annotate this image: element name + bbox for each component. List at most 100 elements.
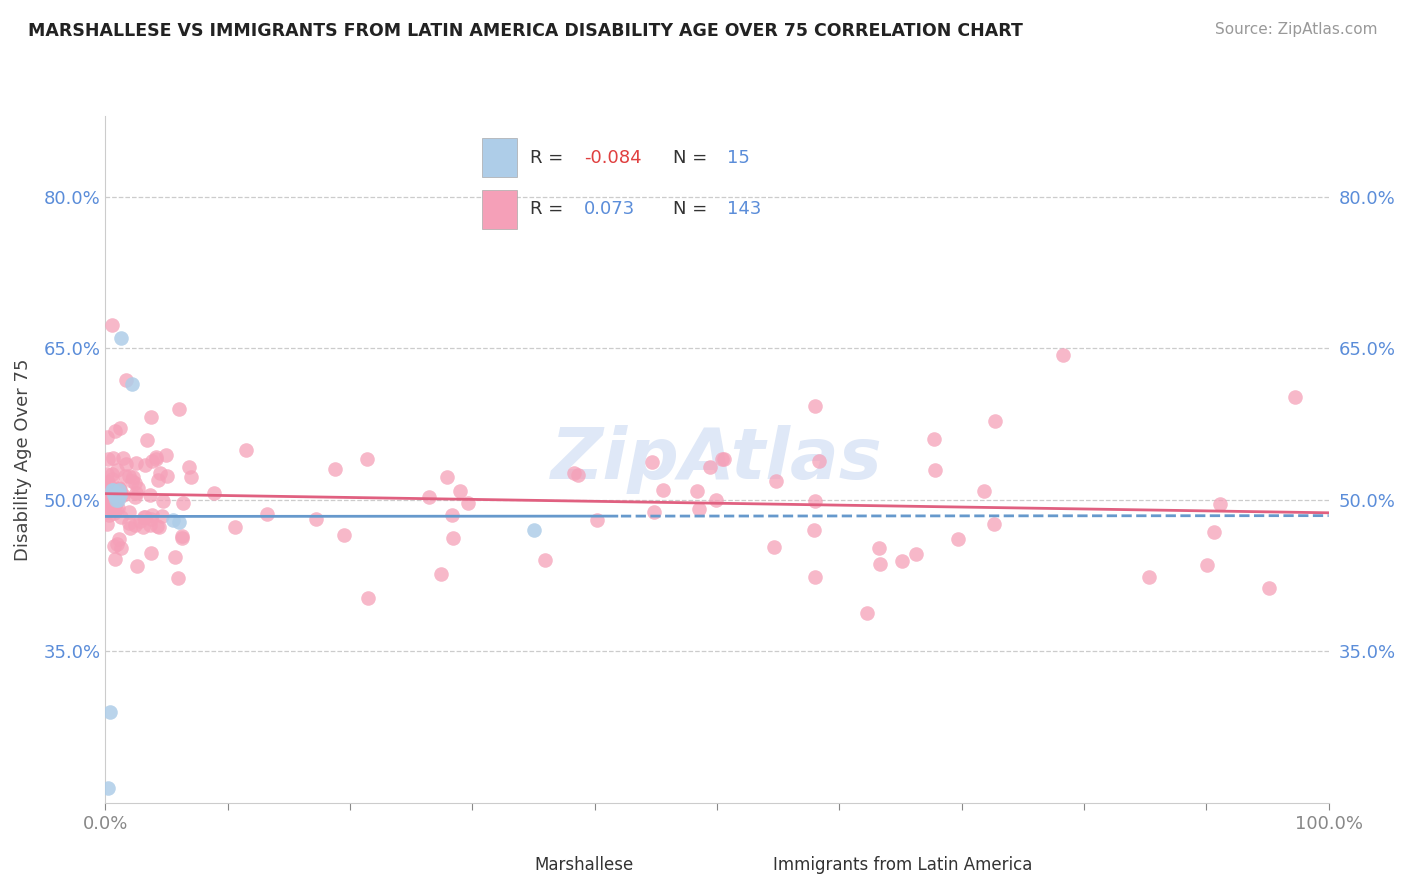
Point bbox=[114, 457, 136, 471]
Point bbox=[122, 469, 145, 483]
Point bbox=[108, 483, 131, 497]
Point bbox=[136, 434, 159, 448]
Text: R =: R = bbox=[530, 149, 568, 167]
Point bbox=[167, 402, 190, 417]
Point bbox=[145, 450, 167, 464]
Point bbox=[100, 483, 122, 497]
Point bbox=[1257, 581, 1279, 595]
Point bbox=[103, 506, 125, 520]
Point bbox=[304, 512, 326, 526]
Text: 0.073: 0.073 bbox=[583, 201, 636, 219]
Point bbox=[457, 496, 479, 510]
Point bbox=[641, 455, 664, 469]
Point bbox=[110, 509, 132, 524]
Point bbox=[357, 591, 380, 605]
Point bbox=[104, 488, 127, 502]
Point bbox=[104, 552, 127, 566]
Point bbox=[108, 481, 131, 495]
Point bbox=[124, 476, 146, 491]
Point bbox=[235, 442, 257, 457]
Point bbox=[141, 546, 163, 560]
Point bbox=[333, 528, 356, 542]
Point bbox=[118, 505, 141, 519]
Text: Immigrants from Latin America: Immigrants from Latin America bbox=[773, 856, 1032, 874]
Point bbox=[139, 410, 162, 425]
Point bbox=[922, 432, 945, 446]
Point bbox=[108, 488, 131, 502]
Point bbox=[180, 469, 202, 483]
Point bbox=[103, 488, 125, 502]
Point bbox=[803, 523, 825, 537]
Point bbox=[104, 485, 127, 500]
Point bbox=[100, 502, 122, 516]
Point bbox=[103, 539, 125, 553]
Point bbox=[172, 531, 194, 545]
Point bbox=[97, 508, 120, 522]
Point bbox=[869, 558, 891, 572]
Point bbox=[704, 493, 727, 508]
Point bbox=[107, 483, 129, 498]
Point bbox=[97, 477, 120, 491]
Text: 143: 143 bbox=[727, 201, 761, 219]
Point bbox=[1195, 558, 1218, 572]
Point bbox=[162, 513, 184, 527]
Point bbox=[855, 607, 877, 621]
Point bbox=[172, 496, 194, 510]
Point bbox=[125, 485, 148, 500]
Text: 15: 15 bbox=[727, 149, 749, 167]
Text: -0.084: -0.084 bbox=[583, 149, 641, 167]
Point bbox=[177, 460, 200, 475]
Text: N =: N = bbox=[673, 201, 713, 219]
Point bbox=[134, 510, 156, 524]
Point bbox=[111, 451, 134, 466]
Point bbox=[1052, 348, 1074, 362]
Point bbox=[890, 554, 912, 568]
Point bbox=[104, 483, 127, 497]
Point bbox=[114, 468, 136, 483]
Point bbox=[107, 463, 129, 477]
Point bbox=[96, 505, 118, 519]
Point bbox=[167, 571, 190, 585]
Point bbox=[149, 466, 172, 480]
Point bbox=[104, 496, 127, 510]
Point bbox=[156, 469, 179, 483]
Point bbox=[101, 472, 124, 486]
Point bbox=[172, 529, 194, 543]
Point bbox=[97, 452, 120, 467]
Point bbox=[686, 483, 709, 498]
Point bbox=[141, 454, 163, 468]
Point bbox=[441, 532, 464, 546]
Point bbox=[441, 508, 464, 522]
Point bbox=[128, 515, 150, 529]
Point bbox=[1209, 497, 1232, 511]
Point bbox=[110, 541, 132, 555]
Point bbox=[96, 430, 118, 444]
Point bbox=[699, 460, 721, 475]
Point bbox=[124, 517, 146, 532]
Point bbox=[204, 485, 226, 500]
Point bbox=[145, 452, 167, 467]
Point bbox=[125, 456, 148, 470]
Point bbox=[105, 536, 128, 550]
Point bbox=[983, 414, 1005, 428]
Point bbox=[96, 482, 118, 496]
Point bbox=[155, 448, 177, 462]
Point bbox=[97, 780, 120, 795]
Point bbox=[762, 541, 785, 555]
Text: Source: ZipAtlas.com: Source: ZipAtlas.com bbox=[1215, 22, 1378, 37]
Point bbox=[652, 483, 675, 497]
Point bbox=[522, 523, 544, 537]
Point bbox=[124, 490, 146, 504]
Point bbox=[713, 451, 735, 466]
Point bbox=[111, 487, 134, 501]
Point bbox=[110, 331, 132, 345]
Point bbox=[139, 488, 162, 502]
Point bbox=[103, 502, 125, 516]
Point bbox=[110, 421, 132, 435]
Point bbox=[96, 516, 118, 531]
Point bbox=[101, 467, 124, 481]
FancyBboxPatch shape bbox=[482, 138, 517, 177]
Point bbox=[110, 487, 132, 501]
Point bbox=[765, 474, 787, 488]
Point bbox=[127, 481, 149, 495]
